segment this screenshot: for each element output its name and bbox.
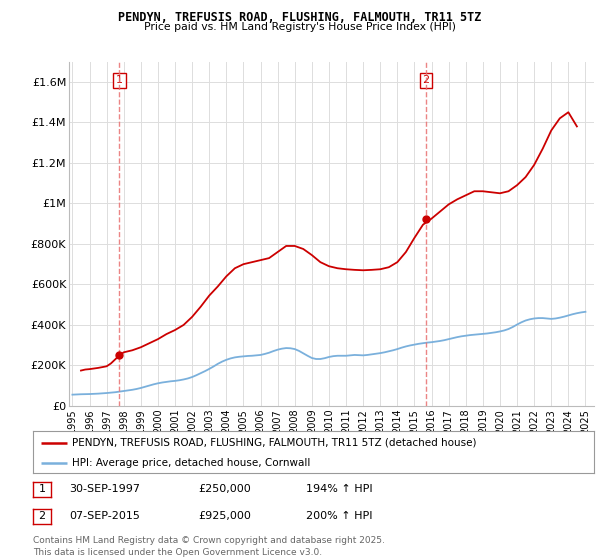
Text: £925,000: £925,000: [198, 511, 251, 521]
Text: 2: 2: [38, 511, 46, 521]
Text: 30-SEP-1997: 30-SEP-1997: [69, 484, 140, 494]
Text: 1: 1: [38, 484, 46, 494]
Text: 2: 2: [422, 76, 430, 85]
Text: 194% ↑ HPI: 194% ↑ HPI: [306, 484, 373, 494]
Text: 200% ↑ HPI: 200% ↑ HPI: [306, 511, 373, 521]
Text: PENDYN, TREFUSIS ROAD, FLUSHING, FALMOUTH, TR11 5TZ: PENDYN, TREFUSIS ROAD, FLUSHING, FALMOUT…: [118, 11, 482, 24]
Text: Price paid vs. HM Land Registry's House Price Index (HPI): Price paid vs. HM Land Registry's House …: [144, 22, 456, 32]
Text: PENDYN, TREFUSIS ROAD, FLUSHING, FALMOUTH, TR11 5TZ (detached house): PENDYN, TREFUSIS ROAD, FLUSHING, FALMOUT…: [72, 437, 477, 447]
Text: HPI: Average price, detached house, Cornwall: HPI: Average price, detached house, Corn…: [72, 458, 311, 468]
Text: 07-SEP-2015: 07-SEP-2015: [69, 511, 140, 521]
Text: £250,000: £250,000: [198, 484, 251, 494]
Text: 1: 1: [116, 76, 123, 85]
Text: Contains HM Land Registry data © Crown copyright and database right 2025.
This d: Contains HM Land Registry data © Crown c…: [33, 536, 385, 557]
